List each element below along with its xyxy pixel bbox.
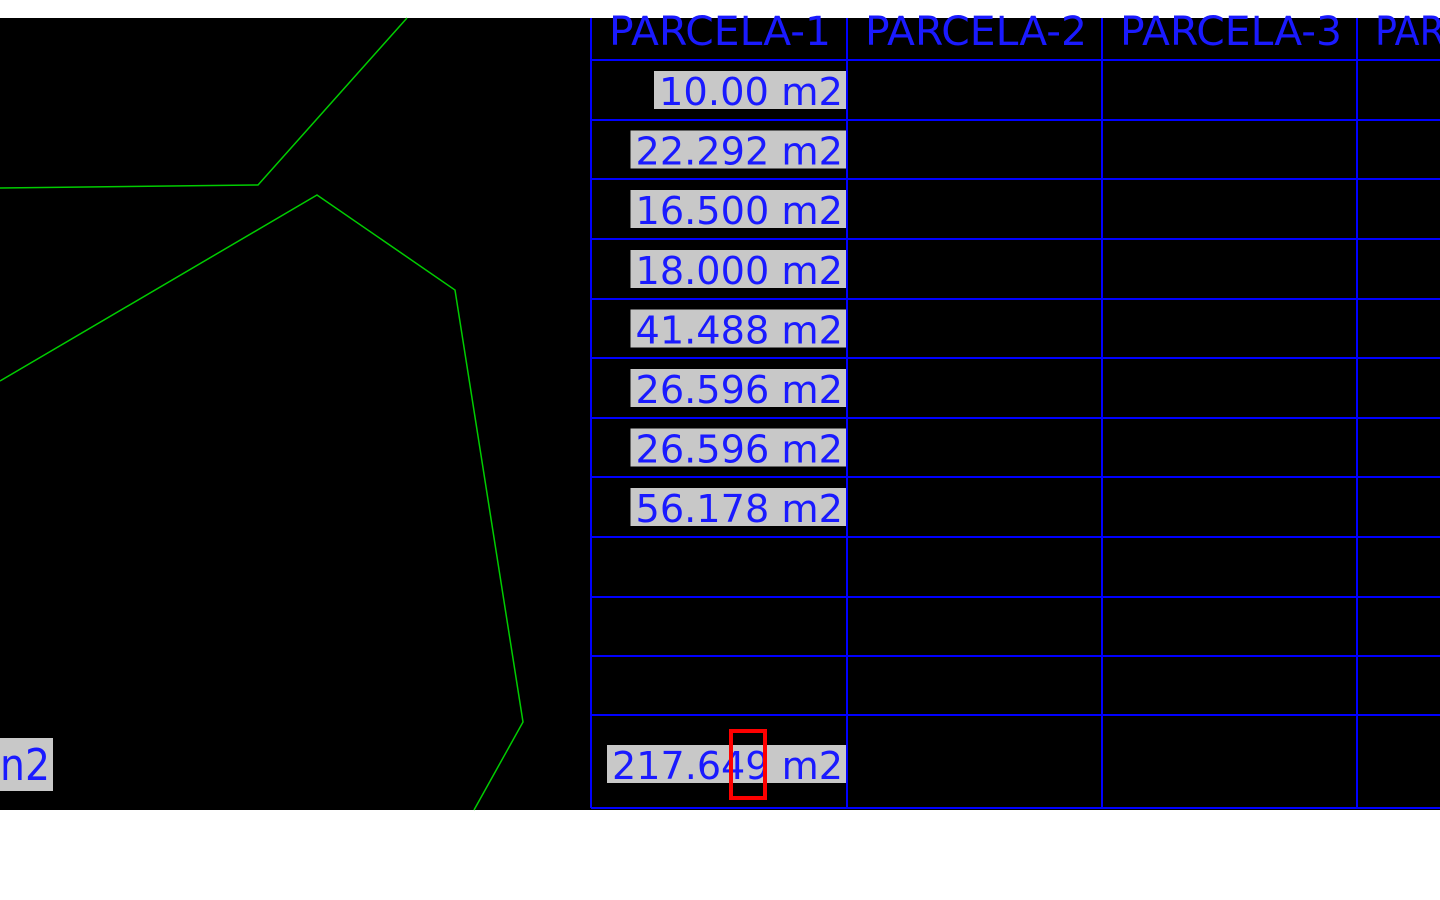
boundary-polyline-2[interactable] (0, 194, 524, 811)
text-highlight (630, 190, 846, 228)
area-table-texts: PARCELA-1 PARCELA-2 PARCELA-3 PAR 10.00 m2 22… (607, 9, 1440, 788)
area-value-cell[interactable]: 10.00 m2 (659, 70, 843, 114)
area-value-cell[interactable]: 16.500 m2 (636, 189, 844, 233)
area-value-cell[interactable]: 56.178 m2 (636, 487, 844, 531)
text-highlight (630, 428, 846, 467)
table-header-cell[interactable]: PAR (1375, 9, 1440, 55)
text-highlight (630, 488, 846, 526)
text-highlight (607, 745, 846, 783)
area-value-cell[interactable]: 26.596 m2 (636, 368, 844, 412)
text-highlight (630, 369, 846, 407)
text-highlight (630, 250, 846, 288)
table-header-cell[interactable]: PARCELA-1 (609, 9, 831, 55)
selection-marker (729, 729, 767, 800)
text-highlight (654, 71, 846, 109)
area-table-grid (590, 18, 1440, 809)
area-value-cell[interactable]: 22.292 m2 (636, 130, 844, 174)
side-area-label[interactable]: n2 (0, 740, 50, 791)
table-header-cell[interactable]: PARCELA-2 (865, 9, 1087, 55)
area-value-cell[interactable]: 18.000 m2 (636, 249, 844, 293)
area-value-cell[interactable]: 26.596 m2 (636, 428, 844, 472)
text-highlight (630, 130, 846, 169)
area-value-cell[interactable]: 41.488 m2 (636, 309, 844, 353)
side-label-highlight (0, 738, 53, 791)
boundary-polyline-1[interactable] (0, 17, 408, 189)
text-highlight (630, 309, 846, 348)
table-header-cell[interactable]: PARCELA-3 (1120, 9, 1342, 55)
area-value-cell[interactable]: 217.649 m2 (612, 744, 843, 788)
